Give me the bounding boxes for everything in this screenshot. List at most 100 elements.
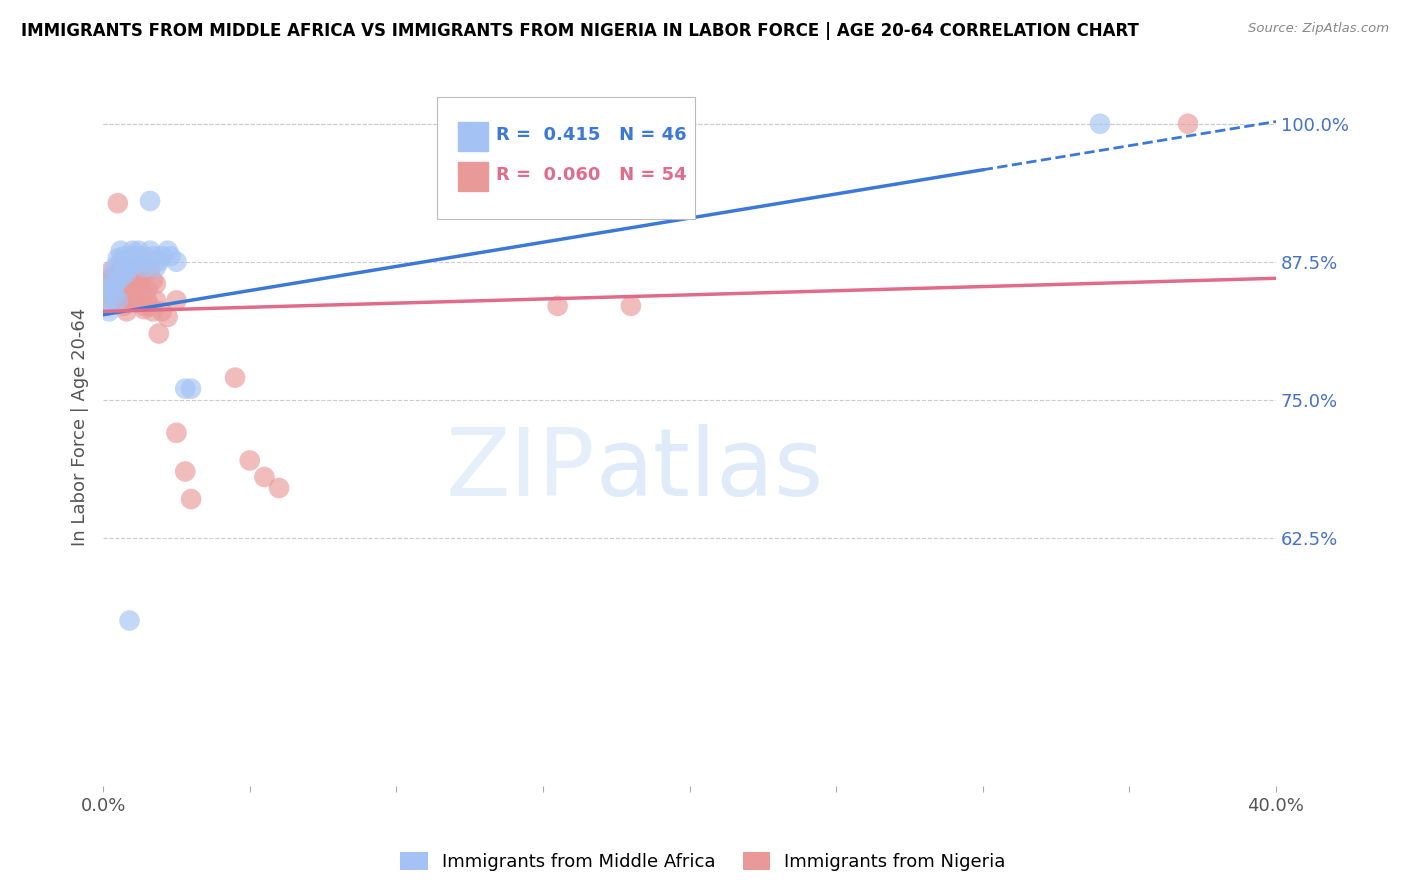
Point [127, 244, 149, 258]
Point [139, 262, 162, 277]
Point [150, 249, 173, 263]
Point [121, 244, 143, 258]
Point [174, 465, 197, 479]
Point [165, 293, 187, 308]
Point [253, 470, 276, 484]
Point [129, 277, 152, 291]
Point [139, 244, 162, 258]
Point [139, 194, 162, 208]
Point [112, 277, 135, 291]
Point [118, 260, 141, 275]
Point [129, 254, 152, 268]
Point [165, 254, 187, 268]
Y-axis label: In Labor Force | Age 20-64: In Labor Force | Age 20-64 [72, 309, 89, 547]
Point [142, 273, 165, 287]
Bar [458, 122, 488, 151]
Point [121, 288, 143, 302]
Point [127, 249, 149, 263]
Point [124, 249, 146, 263]
Point [136, 282, 159, 296]
Point [159, 249, 181, 263]
Point [150, 304, 173, 318]
FancyBboxPatch shape [437, 97, 696, 219]
Point [174, 382, 197, 396]
Point [107, 252, 129, 266]
Point [136, 293, 159, 308]
Point [1088, 117, 1111, 131]
Point [94, 295, 117, 310]
Point [134, 249, 156, 263]
Point [124, 291, 146, 305]
Point [148, 254, 170, 268]
Point [101, 285, 124, 299]
Point [107, 273, 129, 287]
Point [104, 260, 127, 275]
Bar [458, 161, 488, 191]
Point [148, 326, 170, 341]
Point [134, 302, 156, 317]
Point [98, 280, 121, 294]
Point [118, 273, 141, 287]
Point [115, 260, 138, 275]
Point [165, 425, 187, 440]
Point [145, 277, 167, 291]
Point [267, 481, 290, 495]
Point [124, 271, 146, 285]
Point [139, 299, 162, 313]
Text: R =  0.060   N = 54: R = 0.060 N = 54 [496, 166, 686, 184]
Point [110, 244, 132, 258]
Point [156, 244, 179, 258]
Point [121, 249, 143, 263]
Point [98, 266, 121, 280]
Point [1177, 117, 1199, 131]
Point [107, 295, 129, 310]
Point [134, 260, 156, 275]
Point [142, 249, 165, 263]
Point [107, 293, 129, 308]
Point [129, 282, 152, 296]
Point [112, 249, 135, 263]
Legend: Immigrants from Middle Africa, Immigrants from Nigeria: Immigrants from Middle Africa, Immigrant… [394, 845, 1012, 879]
Point [134, 299, 156, 313]
Point [121, 271, 143, 285]
Point [104, 293, 127, 308]
Point [620, 299, 643, 313]
Point [118, 291, 141, 305]
Point [118, 254, 141, 268]
Point [121, 277, 143, 291]
Point [112, 293, 135, 308]
Point [112, 266, 135, 280]
Point [101, 277, 124, 291]
Point [101, 271, 124, 285]
Point [107, 273, 129, 287]
Text: atlas: atlas [596, 425, 824, 516]
Point [118, 614, 141, 628]
Point [98, 288, 121, 302]
Point [104, 269, 127, 284]
Point [136, 254, 159, 268]
Point [115, 266, 138, 280]
Point [104, 277, 127, 291]
Point [110, 260, 132, 275]
Point [112, 299, 135, 313]
Point [115, 304, 138, 318]
Point [145, 293, 167, 308]
Text: IMMIGRANTS FROM MIDDLE AFRICA VS IMMIGRANTS FROM NIGERIA IN LABOR FORCE | AGE 20: IMMIGRANTS FROM MIDDLE AFRICA VS IMMIGRA… [21, 22, 1139, 40]
Point [104, 288, 127, 302]
Point [142, 304, 165, 318]
Text: ZIP: ZIP [446, 425, 596, 516]
Point [107, 196, 129, 211]
Point [110, 271, 132, 285]
Point [180, 492, 202, 507]
Point [101, 269, 124, 284]
Point [110, 288, 132, 302]
Point [547, 299, 569, 313]
Point [145, 260, 167, 275]
Point [124, 254, 146, 268]
Point [112, 260, 135, 275]
Text: Source: ZipAtlas.com: Source: ZipAtlas.com [1249, 22, 1389, 36]
Point [224, 370, 246, 384]
Point [104, 282, 127, 296]
Point [180, 382, 202, 396]
Point [115, 260, 138, 275]
